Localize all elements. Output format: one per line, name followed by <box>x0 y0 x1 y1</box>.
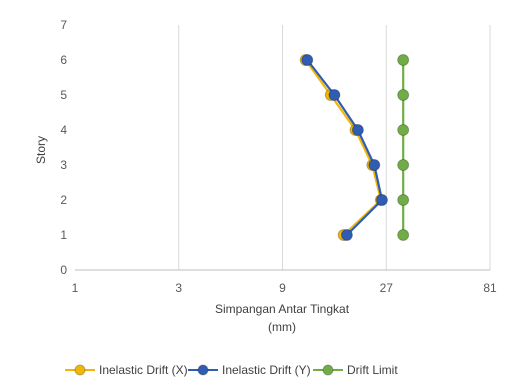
legend-label: Inelastic Drift (X) <box>99 363 188 377</box>
y-tick-label: 3 <box>60 158 67 172</box>
grid <box>178 25 491 270</box>
x-tick-label: 81 <box>483 281 497 295</box>
x-axis-unit: (mm) <box>268 320 296 334</box>
data-point <box>397 194 410 206</box>
x-tick-label: 9 <box>279 281 286 295</box>
series <box>299 54 410 241</box>
x-tick-label: 1 <box>72 281 79 295</box>
legend-entry: Inelastic Drift (Y) <box>188 363 311 377</box>
series-1 <box>299 54 387 241</box>
data-point <box>397 124 410 136</box>
legend-marker <box>197 364 209 376</box>
legend-marker <box>74 364 86 376</box>
y-tick-label: 0 <box>60 263 67 277</box>
data-point <box>301 54 314 66</box>
data-point <box>397 229 410 241</box>
data-point <box>340 229 353 241</box>
series-3 <box>397 54 410 241</box>
data-point <box>397 54 410 66</box>
x-tick-label: 3 <box>175 281 182 295</box>
y-tick-label: 4 <box>60 123 67 137</box>
series-line <box>304 59 383 236</box>
legend-label: Inelastic Drift (Y) <box>222 363 311 377</box>
legend-label: Drift Limit <box>347 363 398 377</box>
data-point <box>375 194 388 206</box>
legend-marker <box>322 364 334 376</box>
x-axis-title: Simpangan Antar Tingkat <box>215 302 350 316</box>
series-2 <box>301 54 388 241</box>
y-tick-label: 5 <box>60 88 67 102</box>
data-point <box>397 89 410 101</box>
legend-entry: Drift Limit <box>313 363 398 377</box>
data-point <box>368 159 381 171</box>
data-point <box>397 159 410 171</box>
y-axis-title: Story <box>34 136 48 164</box>
data-point <box>328 89 341 101</box>
y-tick-label: 7 <box>60 18 67 32</box>
series-line <box>306 59 384 236</box>
legend-entry: Inelastic Drift (X) <box>65 363 188 377</box>
legend: Inelastic Drift (X) Inelastic Drift (Y) Dr… <box>65 363 398 377</box>
y-tick-label: 1 <box>60 228 67 242</box>
y-tick-label: 6 <box>60 53 67 67</box>
x-tick-label: 27 <box>380 281 394 295</box>
data-point <box>351 124 364 136</box>
y-tick-label: 2 <box>60 193 67 207</box>
